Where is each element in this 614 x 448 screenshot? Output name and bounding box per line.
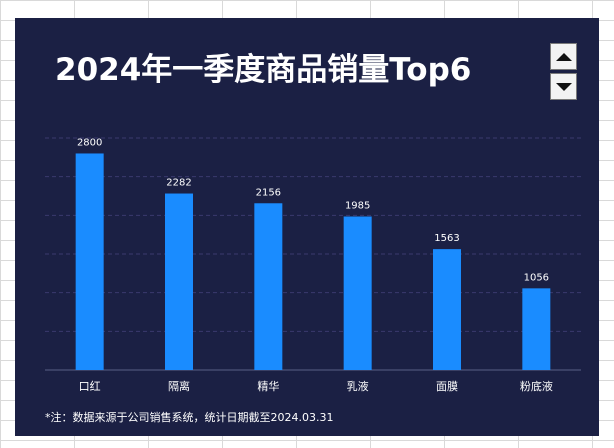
bar-value-label: 2800 (77, 137, 102, 148)
triangle-down-icon (555, 82, 572, 91)
scroll-down-button[interactable] (550, 73, 577, 100)
category-label: 隔离 (168, 379, 190, 393)
bar-5 (433, 249, 461, 370)
bar-3 (254, 203, 283, 370)
bar-4 (343, 216, 372, 370)
triangle-up-icon (555, 52, 572, 61)
bar-1 (75, 153, 104, 370)
chart-title: 2024年一季度商品销量Top6 (55, 52, 472, 88)
bar-2 (165, 193, 193, 370)
category-label: 粉底液 (520, 379, 553, 393)
bar-value-label: 1563 (434, 233, 459, 244)
bar-6 (522, 288, 551, 370)
category-label: 乳液 (347, 379, 369, 393)
category-label: 精华 (257, 379, 279, 393)
category-label: 口红 (79, 380, 101, 393)
scroll-up-button[interactable] (550, 43, 577, 70)
chart-plot: 2800 2282 2156 1985 1563 1056 口红 隔离 精华 乳液 面膜 粉底液 (45, 137, 581, 393)
bar-value-label: 2282 (166, 178, 191, 189)
bar-value-label: 1056 (524, 272, 549, 283)
bar-value-label: 2156 (256, 187, 281, 198)
category-label: 面膜 (436, 380, 458, 393)
footnote: *注：数据来源于公司销售系统，统计日期截至2024.03.31 (45, 411, 334, 424)
chart-card: 2800 2282 2156 1985 1563 1056 口红 隔离 精华 乳液 面膜 粉底液 2… (15, 18, 599, 436)
bar-value-label: 1985 (345, 200, 370, 211)
